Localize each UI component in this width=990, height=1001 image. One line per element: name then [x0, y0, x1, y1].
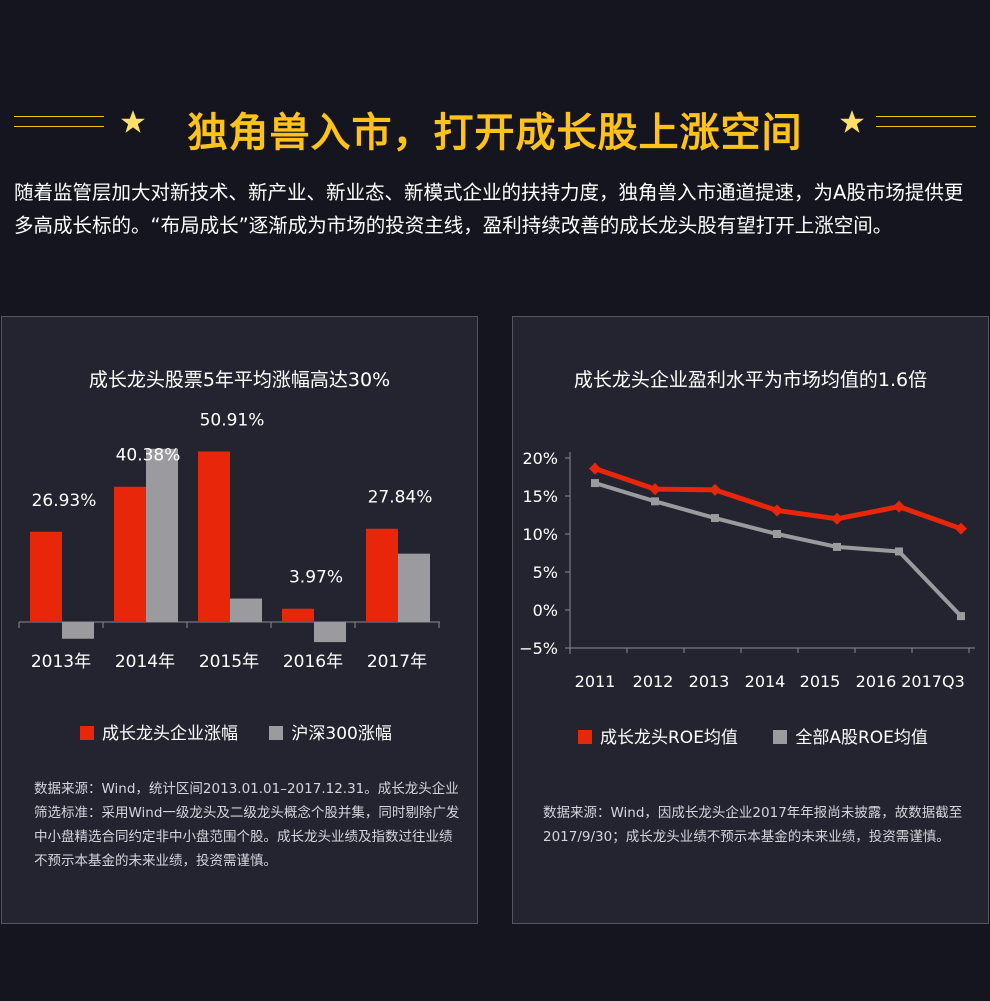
data-point-all-a-roe — [591, 479, 599, 488]
star-icon — [121, 110, 145, 133]
data-point-all-a-roe — [895, 547, 903, 556]
legend-label: 全部A股ROE均值 — [795, 728, 928, 748]
bar-hs300 — [62, 622, 94, 639]
line-chart: 20% 15% 10% 5% 0% −5% 2011 2012 2013 2014 2015 2016… — [519, 449, 975, 691]
data-point-all-a-roe — [773, 530, 781, 538]
line-chart-legend: 成长龙头ROE均值 全部A股ROE均值 — [578, 723, 928, 748]
legend-item-hs300: 沪深300涨幅 — [269, 719, 392, 744]
data-point-leader-roe — [649, 483, 661, 496]
legend-swatch-grey — [773, 730, 788, 744]
legend-swatch-grey — [269, 726, 284, 740]
x-tick-label: 2016 — [856, 672, 897, 691]
legend-item-leader: 成长龙头企业涨幅 — [80, 719, 238, 744]
bar-hs300 — [146, 448, 178, 622]
legend-label: 成长龙头企业涨幅 — [102, 724, 238, 744]
legend-item-all-a-roe: 全部A股ROE均值 — [773, 723, 928, 748]
data-label: 3.97% — [289, 568, 343, 588]
data-point-all-a-roe — [833, 542, 841, 551]
y-tick-label: 20% — [522, 449, 558, 468]
data-point-all-a-roe — [957, 612, 965, 621]
x-tick-label: 2015 — [800, 672, 841, 691]
data-point-all-a-roe — [711, 514, 719, 523]
data-label: 40.38% — [116, 446, 181, 466]
right-deco-line-2 — [876, 126, 976, 127]
left-deco-line-2 — [14, 126, 104, 127]
legend-label: 沪深300涨幅 — [291, 724, 392, 744]
line-chart-panel: 成长龙头企业盈利水平为市场均值的1.6倍 20% 15% 10% 5% 0% −5% 201… — [512, 316, 989, 924]
y-tick-label: 10% — [522, 525, 558, 544]
y-tick-label: −5% — [519, 639, 558, 658]
bar-chart-legend: 成长龙头企业涨幅 沪深300涨幅 — [80, 719, 392, 744]
x-tick-label: 2017年 — [367, 652, 427, 672]
x-tick-label: 2011 — [575, 672, 616, 691]
data-point-leader-roe — [831, 512, 843, 525]
bar-leader — [366, 528, 398, 622]
bar-leader — [198, 451, 230, 622]
y-tick-label: 15% — [522, 487, 558, 506]
x-tick-label: 2017Q3 — [901, 672, 965, 691]
page-title: 独角兽入市，打开成长股上涨空间 — [187, 110, 803, 156]
bar-chart-panel: 成长龙头股票5年平均涨幅高达30% 2013年 26.93% 2014年 40.38%… — [1, 316, 478, 924]
left-deco-line — [14, 116, 104, 117]
data-point-leader-roe — [893, 500, 905, 513]
y-tick-label: 0% — [533, 601, 558, 620]
bar-hs300 — [398, 553, 430, 622]
y-tick-label: 5% — [533, 563, 558, 582]
bar-leader — [282, 608, 314, 622]
line-chart-note: 数据来源：Wind，因成长龙头企业2017年年报尚未披露，故数据截至2017/9… — [543, 805, 963, 845]
bar-chart-note: 数据来源：Wind，统计区间2013.01.01–2017.12.31。成长龙头… — [34, 781, 460, 869]
line-chart-title: 成长龙头企业盈利水平为市场均值的1.6倍 — [573, 369, 928, 391]
bar-hs300 — [314, 622, 346, 643]
x-tick-label: 2013 — [689, 672, 730, 691]
x-tick-label: 2014年 — [115, 652, 175, 672]
bar-leader — [30, 531, 62, 622]
legend-label: 成长龙头ROE均值 — [600, 728, 738, 748]
data-point-leader-roe — [771, 504, 783, 517]
x-tick-label: 2014 — [745, 672, 786, 691]
data-point-all-a-roe — [651, 497, 659, 506]
x-tick-label: 2013年 — [31, 652, 91, 672]
right-deco-line — [876, 116, 976, 117]
data-label: 27.84% — [368, 488, 433, 508]
legend-swatch-red — [578, 730, 592, 744]
x-tick-label: 2016年 — [283, 652, 343, 672]
bar-leader — [114, 486, 146, 622]
x-tick-label: 2015年 — [199, 652, 259, 672]
star-icon — [840, 110, 864, 133]
series-line-all-a-roe — [594, 481, 963, 618]
bar-chart: 2013年 26.93% 2014年 40.38% 2015年 50.91% 2016年 3.… — [18, 410, 440, 672]
legend-swatch-red — [80, 726, 94, 740]
title-row: 独角兽入市，打开成长股上涨空间 — [0, 92, 990, 162]
data-point-leader-roe — [955, 522, 967, 535]
legend-item-leader-roe: 成长龙头ROE均值 — [578, 723, 738, 748]
data-point-leader-roe — [709, 483, 721, 496]
data-label: 26.93% — [32, 491, 97, 511]
intro-paragraph: 随着监管层加大对新技术、新产业、新业态、新模式企业的扶持力度，独角兽入市通道提速… — [14, 181, 964, 237]
data-point-leader-roe — [589, 462, 601, 475]
bar-chart-title: 成长龙头股票5年平均涨幅高达30% — [88, 369, 391, 391]
x-tick-label: 2012 — [633, 672, 674, 691]
data-label: 50.91% — [200, 410, 265, 430]
bar-hs300 — [230, 598, 262, 622]
